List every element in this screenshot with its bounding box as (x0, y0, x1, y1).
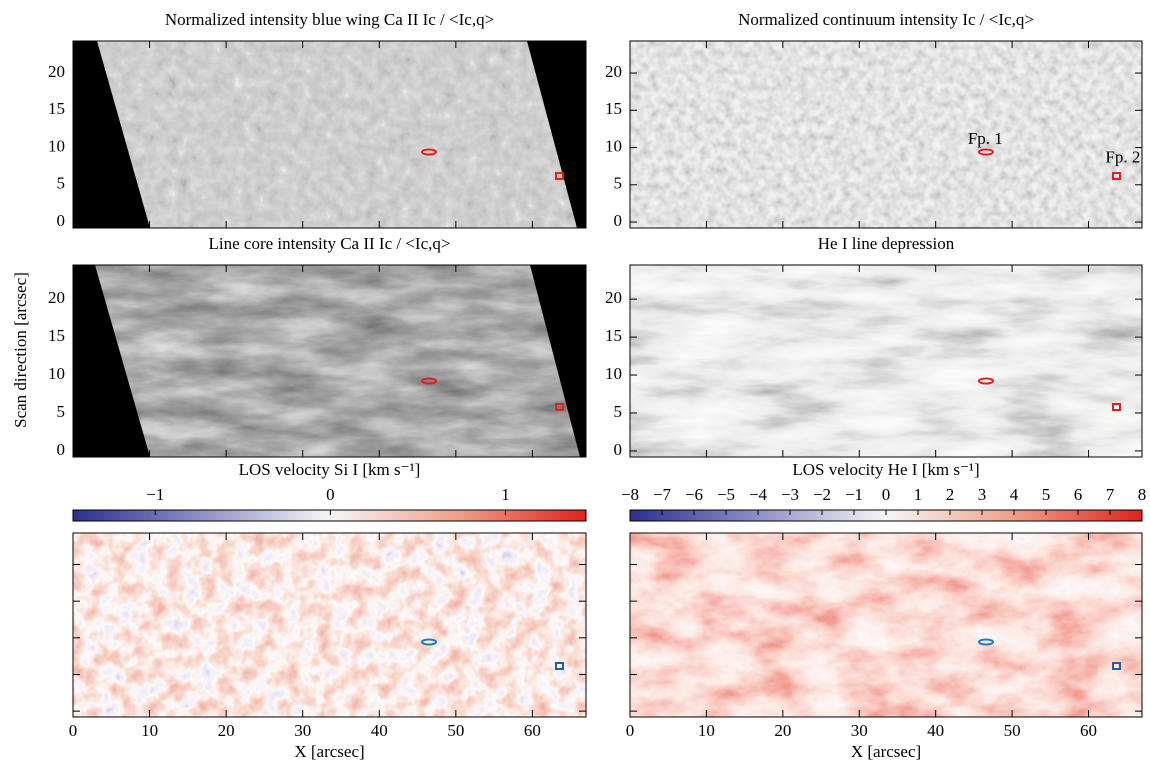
x-tick-label: 30 (851, 721, 868, 740)
x-tick-label: 50 (447, 721, 464, 740)
contour (978, 148, 994, 156)
colorbar-tick-label: 0 (882, 485, 891, 504)
panel-title: Normalized intensity blue wing Ca II Ic … (165, 10, 494, 29)
contour (1112, 662, 1121, 670)
panel-title: Line core intensity Ca II Ic / <Ic,q> (209, 234, 451, 253)
x-tick-label: 20 (774, 721, 791, 740)
y-tick-label: 10 (605, 136, 622, 155)
x-tick-label: 0 (626, 721, 635, 740)
y-axis-label: Scan direction [arcsec] (11, 272, 30, 428)
colorbar-tick-label: 8 (1138, 485, 1147, 504)
colorbar-tick-label: 1 (501, 485, 510, 504)
contour (978, 638, 994, 646)
instrument-masks (73, 41, 586, 457)
contour (421, 638, 437, 646)
annotation: Fp. 2 (1105, 148, 1140, 167)
contour (555, 662, 564, 670)
contours (421, 148, 1121, 670)
mask (530, 265, 586, 457)
colorbar-title: LOS velocity He I [km s⁻¹] (792, 460, 979, 479)
x-tick-label: 60 (524, 721, 541, 740)
x-tick-label: 40 (371, 721, 388, 740)
colorbar-tick-label: 1 (914, 485, 923, 504)
mask (527, 41, 586, 228)
image (73, 533, 586, 717)
colorbar-tick-label: −3 (781, 485, 799, 504)
colorbar-tick-label: −1 (146, 485, 164, 504)
y-tick-label: 15 (48, 99, 65, 118)
y-tick-label: 0 (57, 440, 66, 459)
frame (72, 40, 587, 229)
x-tick-label: 40 (927, 721, 944, 740)
frame (629, 40, 1143, 229)
colorbar-tick-label: −1 (845, 485, 863, 504)
mask (73, 41, 150, 228)
x-tick-label: 30 (294, 721, 311, 740)
panel-title: He I line depression (818, 234, 955, 253)
y-tick-label: 15 (48, 326, 65, 345)
frame (72, 264, 587, 458)
y-tick-label: 10 (605, 364, 622, 383)
y-tick-label: 5 (614, 402, 623, 421)
colorbar-tick-label: −8 (621, 485, 639, 504)
y-tick-label: 0 (614, 211, 623, 230)
x-axis-label: X [arcsec] (851, 742, 921, 761)
contour (421, 148, 437, 156)
contour (555, 172, 564, 180)
colorbar-tick-label: −2 (813, 485, 831, 504)
image (73, 265, 586, 457)
y-tick-label: 20 (48, 288, 65, 307)
annotation: Fp. 1 (968, 129, 1003, 148)
contour (1112, 403, 1121, 411)
image (630, 533, 1142, 717)
contour (978, 377, 994, 385)
y-tick-label: 0 (57, 211, 66, 230)
colorbar (72, 509, 587, 522)
colorbar-tick-label: 7 (1106, 485, 1115, 504)
y-tick-label: 0 (614, 440, 623, 459)
colorbar-tick-label: 4 (1010, 485, 1019, 504)
x-tick-label: 20 (218, 721, 235, 740)
frame (72, 532, 587, 718)
colorbar-tick-label: −5 (717, 485, 735, 504)
colorbar-tick-label: −7 (653, 485, 672, 504)
panel-title: Normalized continuum intensity Ic / <Ic,… (738, 10, 1034, 29)
image-layer (73, 41, 1142, 717)
colorbar-tick-label: −4 (749, 485, 768, 504)
contour (1112, 172, 1121, 180)
y-tick-label: 5 (57, 402, 66, 421)
image (630, 265, 1142, 457)
colorbar-tick-label: 6 (1074, 485, 1083, 504)
colorbar-title: LOS velocity Si I [km s⁻¹] (239, 460, 421, 479)
colorbar-tick-label: 0 (326, 485, 335, 504)
y-tick-label: 20 (48, 62, 65, 81)
x-tick-label: 60 (1080, 721, 1097, 740)
colorbar-tick-label: 2 (946, 485, 955, 504)
frame (629, 264, 1143, 458)
y-tick-label: 20 (605, 288, 622, 307)
y-tick-label: 10 (48, 136, 65, 155)
colorbar-tick-label: 3 (978, 485, 987, 504)
y-tick-label: 5 (614, 174, 623, 193)
y-tick-label: 15 (605, 326, 622, 345)
x-tick-label: 10 (698, 721, 715, 740)
image (73, 41, 586, 228)
x-axis-label: X [arcsec] (294, 742, 364, 761)
colorbar-tick-label: 5 (1042, 485, 1051, 504)
y-tick-label: 10 (48, 364, 65, 383)
y-tick-label: 20 (605, 62, 622, 81)
x-tick-label: 50 (1004, 721, 1021, 740)
frame (629, 532, 1143, 718)
y-tick-label: 5 (57, 174, 66, 193)
colorbar-tick-label: −6 (685, 485, 703, 504)
y-tick-label: 15 (605, 99, 622, 118)
x-tick-label: 10 (141, 721, 158, 740)
x-tick-label: 0 (69, 721, 78, 740)
image (630, 41, 1142, 228)
mask (73, 265, 150, 457)
contour (555, 403, 564, 411)
contour (421, 377, 437, 385)
